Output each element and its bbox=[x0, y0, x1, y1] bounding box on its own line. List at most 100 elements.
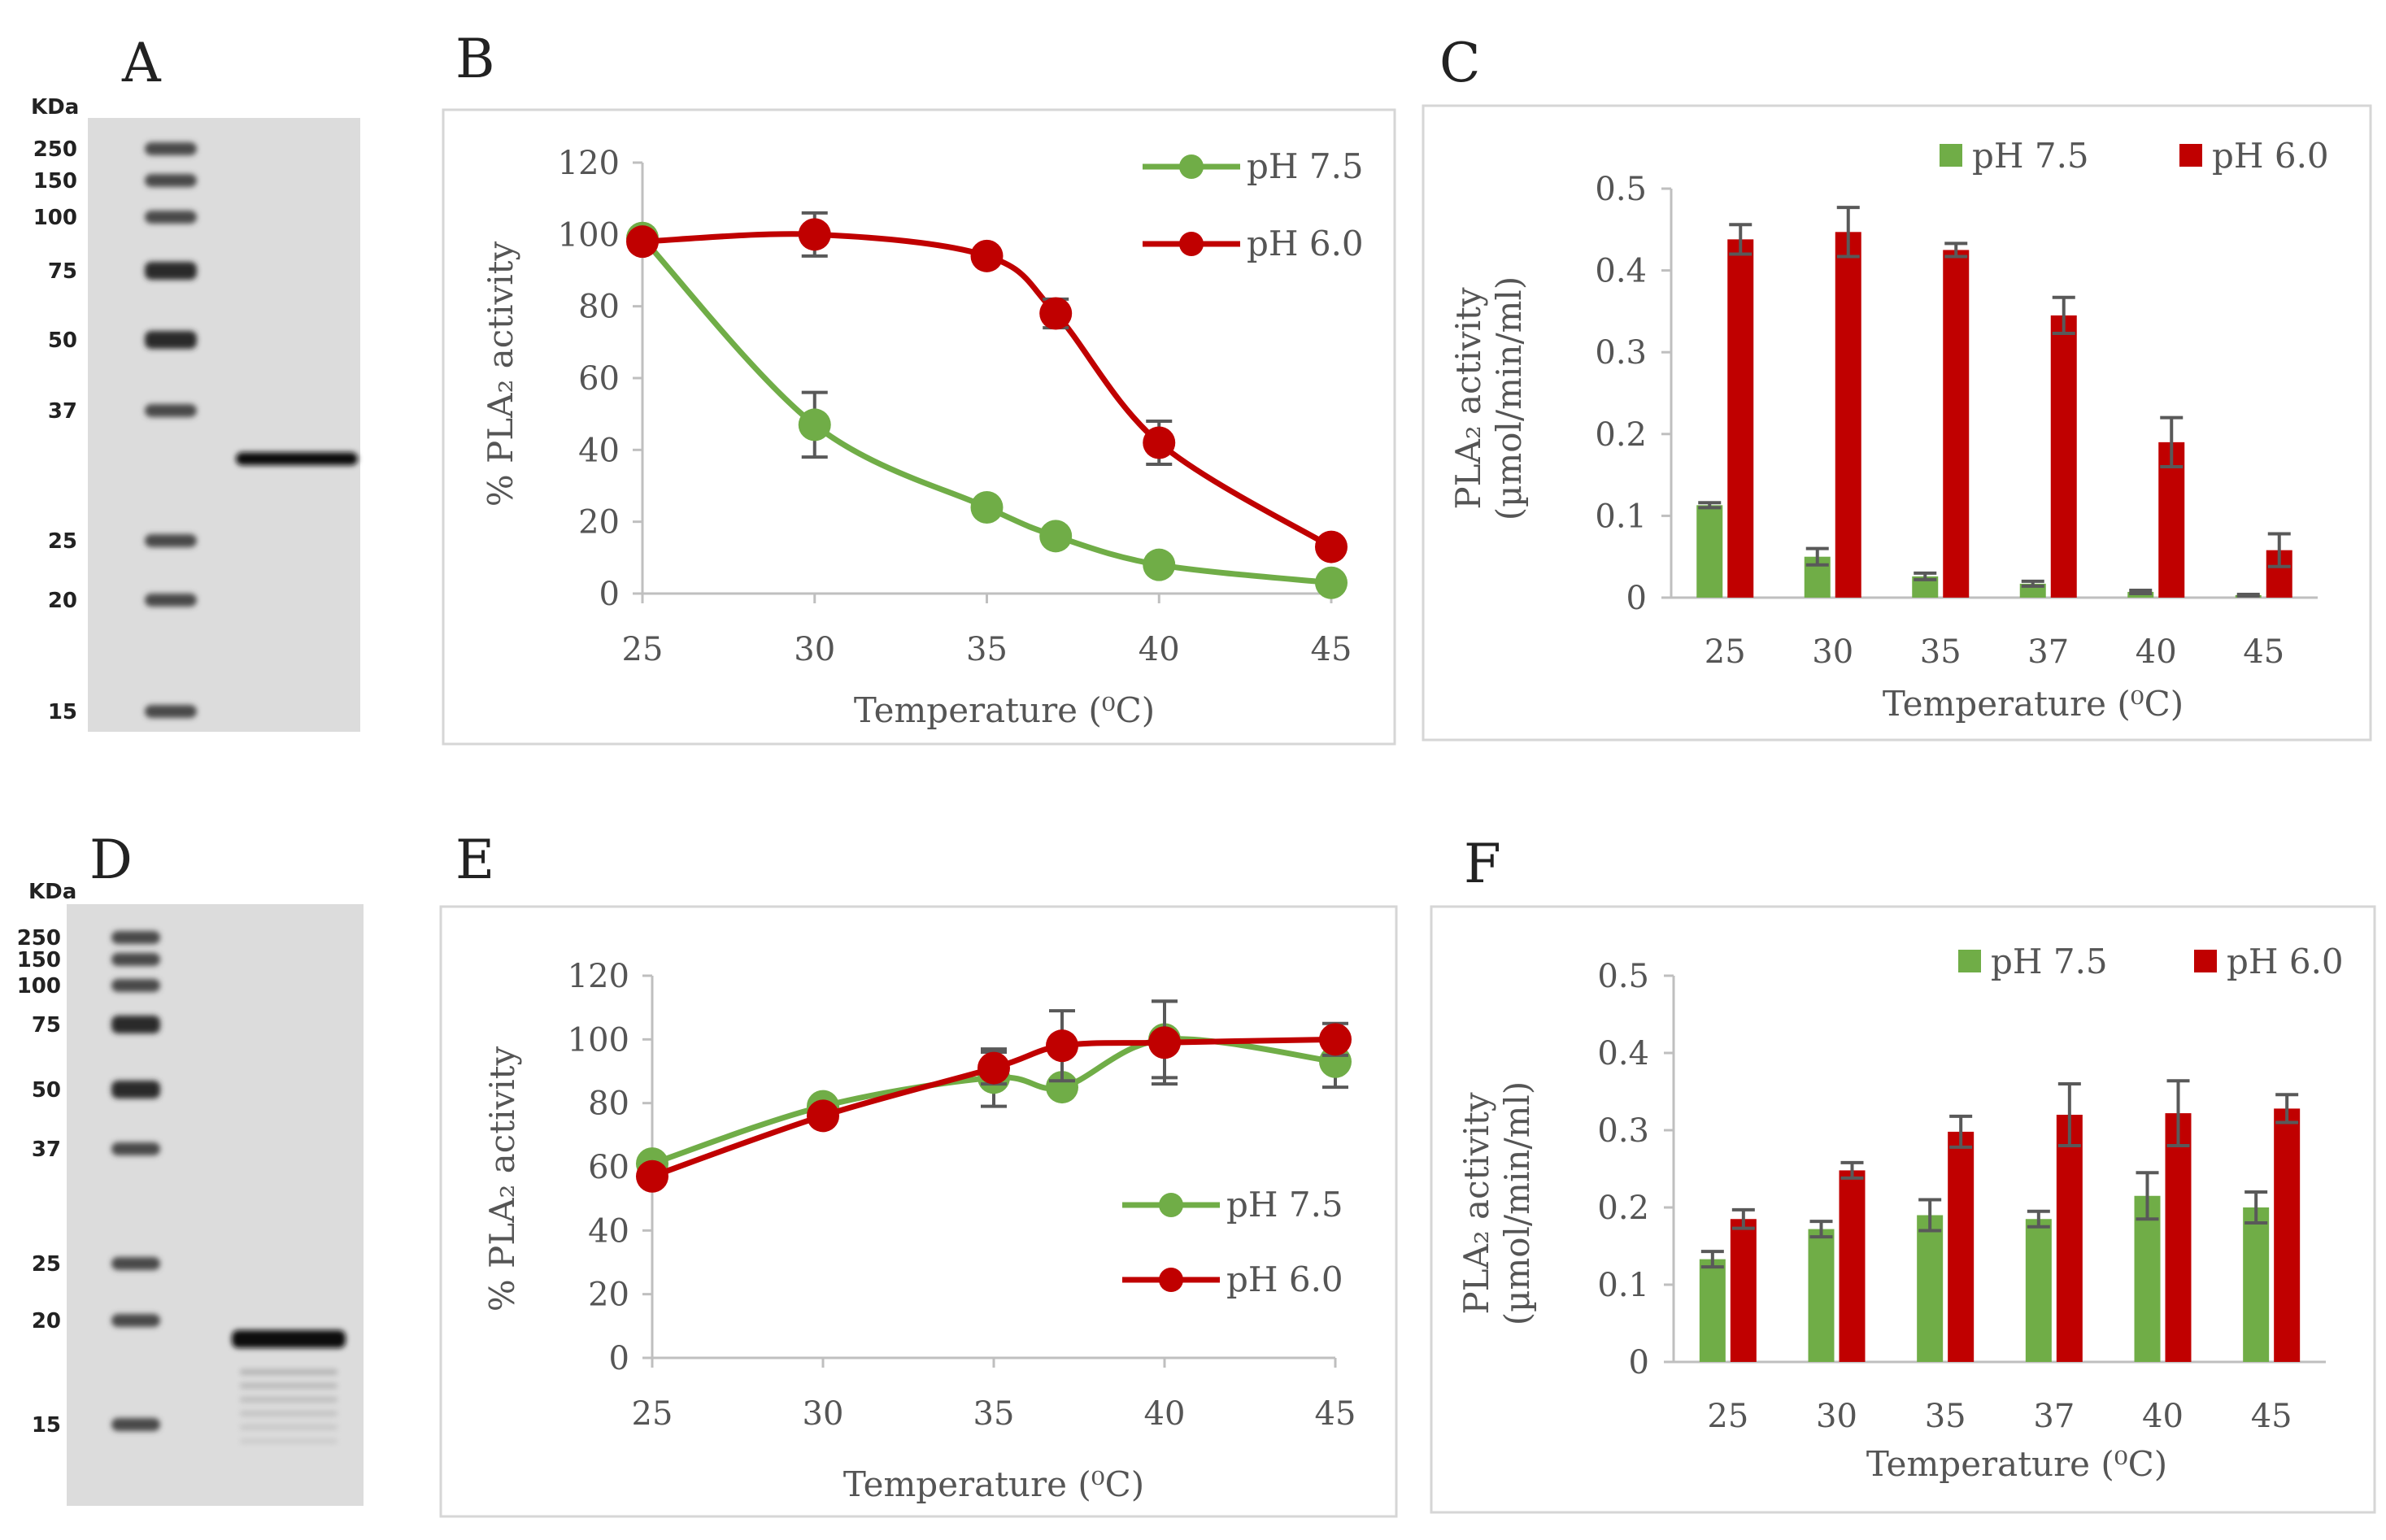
chart-b-y-tick-label: 0 bbox=[599, 576, 620, 613]
chart-b-frame bbox=[442, 108, 1396, 746]
chart-f-bar-ph-6-0 bbox=[2165, 1113, 2192, 1362]
gel-d-background bbox=[67, 904, 364, 1506]
chart-f-x-tick-label: 35 bbox=[1925, 1398, 1966, 1435]
gel-a-ladder-band bbox=[145, 262, 197, 280]
chart-c-y-tick-label: 0 bbox=[1626, 580, 1647, 617]
chart-b-legend-label: pH 7.5 bbox=[1247, 146, 1364, 186]
chart-e-x-tick-label: 40 bbox=[1144, 1395, 1186, 1433]
gel-a-background bbox=[88, 118, 360, 732]
chart-e-y-tick-label: 0 bbox=[609, 1340, 629, 1377]
gel-d-ladder-label: 37 bbox=[32, 1138, 61, 1162]
chart-c-legend-swatch bbox=[1940, 144, 1962, 167]
gel-d-ladder-band bbox=[111, 1257, 160, 1270]
chart-b-series-ph-6-0-point bbox=[970, 239, 1004, 272]
chart-e: Temperature (⁰C) % PLA₂ activity 0 20 40 60… bbox=[482, 958, 1356, 1504]
gel-d-ladder-band bbox=[111, 979, 160, 992]
chart-f-y-title-line2: (µmol/min/ml) bbox=[1497, 1081, 1537, 1325]
chart-c-x-tick-label: 35 bbox=[1920, 633, 1961, 671]
chart-b-x-tick-label: 30 bbox=[794, 631, 835, 668]
gel-a: KDa 250 150 100 75 50 37 25 20 15 bbox=[31, 95, 360, 732]
chart-b-y-tick-label: 80 bbox=[578, 289, 620, 326]
chart-b-legend-marker bbox=[1179, 154, 1204, 179]
chart-f-x-title: Temperature (⁰C) bbox=[1866, 1444, 2167, 1484]
chart-b-series-ph-6-0-point bbox=[626, 225, 659, 259]
chart-e-x-tick-label: 30 bbox=[803, 1395, 844, 1433]
gel-d-smear-band bbox=[240, 1438, 337, 1444]
chart-b-x-tick-label: 45 bbox=[1311, 631, 1352, 668]
chart-e-series-ph-6-0-point bbox=[807, 1099, 839, 1133]
chart-c-x-tick-label: 40 bbox=[2136, 633, 2177, 671]
gel-d-smear-band bbox=[240, 1382, 337, 1389]
chart-b-series-ph-6-0-point bbox=[1315, 530, 1348, 563]
chart-c-bar-ph-6-0 bbox=[1727, 239, 1754, 598]
chart-b-legend-marker bbox=[1179, 232, 1204, 256]
chart-f-bar-ph-6-0 bbox=[1730, 1219, 1757, 1362]
chart-e-series-ph-6-0-point bbox=[1046, 1029, 1078, 1063]
chart-b-x-title: Temperature (⁰C) bbox=[854, 690, 1155, 730]
chart-e-legend-marker bbox=[1159, 1268, 1183, 1292]
chart-e-y-tick-label: 100 bbox=[568, 1021, 629, 1059]
chart-b-y-tick-label: 20 bbox=[578, 504, 620, 542]
chart-e-y-tick-label: 40 bbox=[588, 1212, 629, 1250]
chart-b-series-ph-6-0-line bbox=[642, 231, 1333, 550]
panel-letter-a: A bbox=[121, 32, 162, 94]
gel-d-ladder-label: 75 bbox=[32, 1013, 61, 1038]
gel-a-ladder-band bbox=[145, 404, 197, 417]
panel-letter-e: E bbox=[455, 829, 494, 891]
gel-d-ladder-label: 50 bbox=[32, 1078, 61, 1103]
chart-b-series-ph-7-5-point bbox=[1143, 548, 1176, 581]
gel-a-ladder-band bbox=[145, 705, 197, 718]
gel-a-ladder-band bbox=[145, 534, 197, 547]
chart-c-legend-label: pH 6.0 bbox=[2212, 136, 2329, 176]
gel-a-ladder-label: 150 bbox=[33, 169, 77, 194]
chart-c-x-tick-label: 30 bbox=[1812, 633, 1853, 671]
chart-f-y-tick-label: 0.1 bbox=[1597, 1267, 1649, 1304]
chart-c-bar-ph-6-0 bbox=[1835, 232, 1861, 598]
chart-f-y-tick-label: 0.4 bbox=[1597, 1035, 1649, 1072]
gel-a-ladder-band bbox=[145, 142, 197, 155]
chart-f-x-tick-label: 40 bbox=[2142, 1398, 2184, 1435]
chart-f-bar-ph-6-0 bbox=[2056, 1115, 2083, 1362]
chart-e-series-ph-6-0-point bbox=[1148, 1026, 1181, 1059]
chart-e-legend-marker bbox=[1159, 1193, 1183, 1217]
chart-f-bar-ph-6-0 bbox=[2274, 1108, 2301, 1362]
chart-b-y-tick-label: 40 bbox=[578, 432, 620, 469]
chart-e-series-ph-6-0-point bbox=[1319, 1023, 1352, 1056]
chart-c-bar-ph-6-0 bbox=[2050, 315, 2077, 598]
chart-e-series-ph-6-0-point bbox=[636, 1159, 668, 1193]
chart-b-series-ph-7-5-line bbox=[640, 236, 1332, 586]
chart-b-series-ph-6-0-point bbox=[1143, 426, 1176, 459]
chart-f-y-tick-label: 0.5 bbox=[1597, 958, 1649, 995]
chart-b-x-tick-label: 40 bbox=[1139, 631, 1180, 668]
chart-c-frame bbox=[1422, 104, 2372, 742]
gel-d-ladder-label: 15 bbox=[32, 1413, 61, 1438]
chart-c-y-tick-label: 0.4 bbox=[1595, 253, 1647, 290]
chart-e-y-tick-label: 80 bbox=[588, 1085, 629, 1123]
chart-c-y-title-line2: (µmol/min/ml) bbox=[1489, 276, 1529, 520]
gel-a-ladder-band bbox=[145, 174, 197, 187]
gel-a-ladder-band bbox=[145, 331, 197, 349]
gel-d-ladder-band bbox=[111, 1314, 160, 1327]
gel-d-ladder-band bbox=[111, 931, 160, 944]
chart-b-series-ph-6-0-point bbox=[798, 218, 831, 251]
gel-d-ladder-band bbox=[111, 1142, 160, 1155]
chart-e-y-tick-label: 120 bbox=[568, 958, 629, 995]
gel-a-kda-label: KDa bbox=[31, 95, 79, 120]
chart-c-x-tick-label: 25 bbox=[1705, 633, 1746, 671]
gel-d-ladder-band bbox=[111, 953, 160, 966]
chart-f-y-tick-label: 0.3 bbox=[1597, 1112, 1649, 1150]
chart-f-bar-ph-7-5 bbox=[2134, 1195, 2161, 1362]
chart-e-x-tick-label: 25 bbox=[632, 1395, 673, 1433]
chart-e-y-title: % PLA₂ activity bbox=[482, 1046, 522, 1312]
gel-d-sample-band bbox=[232, 1329, 346, 1348]
chart-c-bar-ph-7-5 bbox=[1696, 505, 1723, 598]
chart-f-bar-ph-6-0 bbox=[1839, 1170, 1866, 1362]
gel-d-ladder-label: 20 bbox=[32, 1309, 61, 1333]
chart-e-frame bbox=[439, 905, 1398, 1518]
chart-f-bar-ph-7-5 bbox=[2025, 1219, 2052, 1362]
chart-e-legend-label: pH 6.0 bbox=[1226, 1259, 1343, 1299]
gel-d-smear-band bbox=[240, 1410, 337, 1416]
chart-f-bar-ph-7-5 bbox=[2243, 1207, 2270, 1362]
